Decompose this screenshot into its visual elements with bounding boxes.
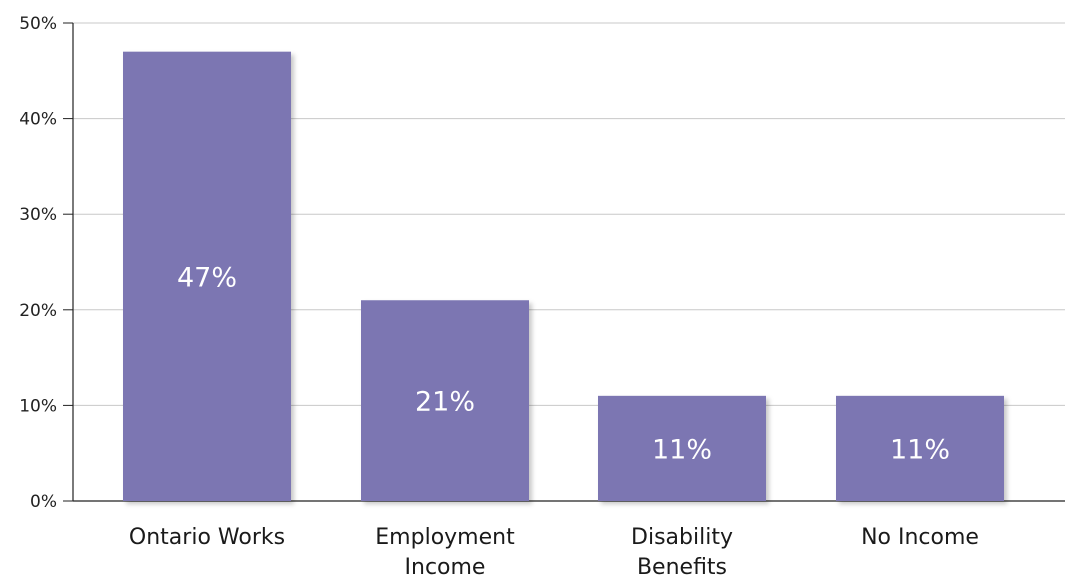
bar xyxy=(836,395,1004,501)
category-label-line: Employment xyxy=(375,525,515,550)
category-label-line: Disability xyxy=(631,525,733,550)
category-label-line: No Income xyxy=(861,525,979,550)
category-label-line: Ontario Works xyxy=(129,525,285,550)
category-label: Ontario Works xyxy=(129,525,285,550)
bar xyxy=(361,300,529,501)
y-tick-label: 0% xyxy=(30,492,57,512)
category-label: No Income xyxy=(861,525,979,550)
data-label: 21% xyxy=(415,387,475,418)
labels: 0% 10% 20% 30% 40% 50% 47% Ontario Works 21% Empl… xyxy=(19,14,979,577)
bar xyxy=(598,395,766,501)
y-tick-label: 20% xyxy=(19,301,57,321)
y-tick-label: 40% xyxy=(19,110,57,130)
data-label: 11% xyxy=(890,434,950,465)
category-label-line: Income xyxy=(405,555,486,577)
y-tick-label: 50% xyxy=(19,14,57,34)
y-tick-label: 10% xyxy=(19,396,57,416)
data-label: 47% xyxy=(177,262,237,293)
bars xyxy=(123,51,1004,502)
category-label: Disability Benefits xyxy=(631,525,733,577)
category-label: Employment Income xyxy=(375,525,515,577)
bar xyxy=(123,51,291,502)
category-label-line: Benefits xyxy=(637,555,727,577)
y-tick-label: 30% xyxy=(19,205,57,225)
data-label: 11% xyxy=(652,434,712,465)
